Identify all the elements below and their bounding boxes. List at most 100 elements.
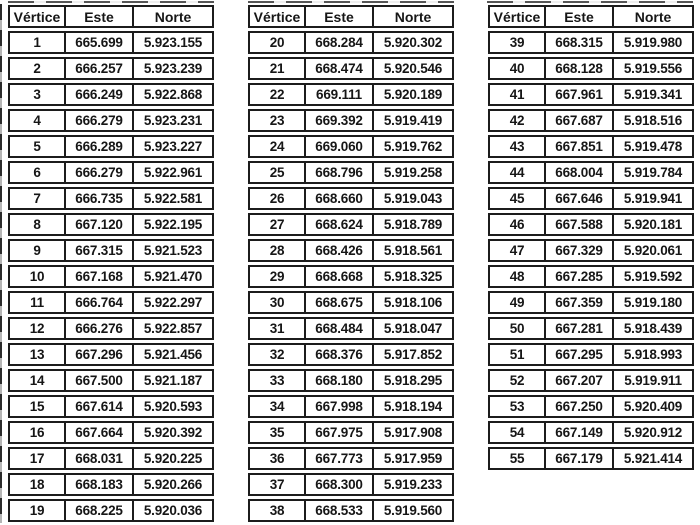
vertex-number-cell: 19 [8,499,66,522]
este-value-cell: 667.664 [66,421,134,444]
table-row: 40 668.128 5.919.556 [488,57,694,80]
norte-value-cell: 5.918.789 [374,213,454,236]
vertex-table-20-38: Vértice Este Norte 20 668.284 5.920.302 21 668.… [248,2,454,525]
norte-value-cell: 5.922.961 [134,161,214,184]
scan-line-artifact [487,1,693,3]
page-edge-artifact [0,4,2,523]
table-row: 39 668.315 5.919.980 [488,31,694,54]
vertex-number-cell: 12 [8,317,66,340]
norte-value-cell: 5.919.258 [374,161,454,184]
este-value-cell: 667.295 [546,343,614,366]
vertex-number-cell: 21 [248,57,306,80]
vertex-number-cell: 38 [248,499,306,522]
este-value-cell: 667.250 [546,395,614,418]
norte-value-cell: 5.919.233 [374,473,454,496]
table-row: 55 667.179 5.921.414 [488,447,694,470]
vertex-number-cell: 49 [488,291,546,314]
vertex-number-cell: 26 [248,187,306,210]
norte-value-cell: 5.922.297 [134,291,214,314]
column-header-este: Este [306,5,374,28]
header-row: Vértice Este Norte [8,5,214,28]
este-value-cell: 667.281 [546,317,614,340]
table-row: 24 669.060 5.919.762 [248,135,454,158]
vertex-number-cell: 35 [248,421,306,444]
table-row: 11 666.764 5.922.297 [8,291,214,314]
norte-value-cell: 5.920.189 [374,83,454,106]
vertex-number-cell: 3 [8,83,66,106]
table-row: 47 667.329 5.920.061 [488,239,694,262]
norte-value-cell: 5.920.225 [134,447,214,470]
table-row: 2 666.257 5.923.239 [8,57,214,80]
header-row: Vértice Este Norte [488,5,694,28]
vertex-number-cell: 41 [488,83,546,106]
scan-line-artifact [8,1,214,3]
table-row: 54 667.149 5.920.912 [488,421,694,444]
norte-value-cell: 5.917.959 [374,447,454,470]
vertex-number-cell: 15 [8,395,66,418]
column-header-norte: Norte [614,5,694,28]
vertex-number-cell: 23 [248,109,306,132]
table-row: 19 668.225 5.920.036 [8,499,214,522]
norte-value-cell: 5.917.908 [374,421,454,444]
table-row: 42 667.687 5.918.516 [488,109,694,132]
vertex-number-cell: 1 [8,31,66,54]
norte-value-cell: 5.918.561 [374,239,454,262]
table-row: 43 667.851 5.919.478 [488,135,694,158]
este-value-cell: 668.183 [66,473,134,496]
table-row: 36 667.773 5.917.959 [248,447,454,470]
table-row: 41 667.961 5.919.341 [488,83,694,106]
este-value-cell: 667.588 [546,213,614,236]
vertex-number-cell: 39 [488,31,546,54]
norte-value-cell: 5.919.560 [374,499,454,522]
este-value-cell: 667.315 [66,239,134,262]
table-row: 33 668.180 5.918.295 [248,369,454,392]
norte-value-cell: 5.923.239 [134,57,214,80]
vertex-number-cell: 51 [488,343,546,366]
norte-value-cell: 5.920.912 [614,421,694,444]
table-row: 38 668.533 5.919.560 [248,499,454,522]
vertex-number-cell: 37 [248,473,306,496]
table-row: 3 666.249 5.922.868 [8,83,214,106]
norte-value-cell: 5.920.061 [614,239,694,262]
column-header-norte: Norte [374,5,454,28]
vertex-number-cell: 36 [248,447,306,470]
este-value-cell: 665.699 [66,31,134,54]
vertex-number-cell: 8 [8,213,66,236]
norte-value-cell: 5.920.302 [374,31,454,54]
norte-value-cell: 5.919.592 [614,265,694,288]
este-value-cell: 668.300 [306,473,374,496]
vertex-number-cell: 14 [8,369,66,392]
column-header-este: Este [66,5,134,28]
table-row: 49 667.359 5.919.180 [488,291,694,314]
este-value-cell: 667.207 [546,369,614,392]
table-row: 52 667.207 5.919.911 [488,369,694,392]
norte-value-cell: 5.919.478 [614,135,694,158]
norte-value-cell: 5.919.556 [614,57,694,80]
este-value-cell: 667.998 [306,395,374,418]
norte-value-cell: 5.922.868 [134,83,214,106]
norte-value-cell: 5.918.439 [614,317,694,340]
norte-value-cell: 5.921.414 [614,447,694,470]
este-value-cell: 668.533 [306,499,374,522]
vertex-number-cell: 43 [488,135,546,158]
norte-value-cell: 5.920.181 [614,213,694,236]
table-row: 12 666.276 5.922.857 [8,317,214,340]
table-row: 26 668.660 5.919.043 [248,187,454,210]
vertex-number-cell: 4 [8,109,66,132]
table-row: 10 667.168 5.921.470 [8,265,214,288]
este-value-cell: 667.614 [66,395,134,418]
vertex-number-cell: 5 [8,135,66,158]
table-row: 14 667.500 5.921.187 [8,369,214,392]
este-value-cell: 666.279 [66,161,134,184]
este-value-cell: 666.257 [66,57,134,80]
este-value-cell: 669.060 [306,135,374,158]
column-header-norte: Norte [134,5,214,28]
norte-value-cell: 5.919.341 [614,83,694,106]
table-row: 45 667.646 5.919.941 [488,187,694,210]
vertex-number-cell: 17 [8,447,66,470]
este-value-cell: 667.961 [546,83,614,106]
table-row: 37 668.300 5.919.233 [248,473,454,496]
vertex-number-cell: 16 [8,421,66,444]
este-value-cell: 666.289 [66,135,134,158]
este-value-cell: 666.276 [66,317,134,340]
